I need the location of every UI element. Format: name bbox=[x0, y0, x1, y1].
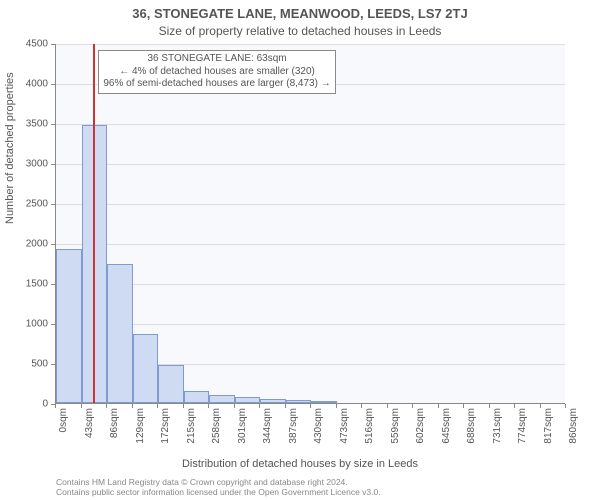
y-tick-mark bbox=[51, 44, 55, 45]
x-tick-mark bbox=[106, 404, 107, 408]
x-tick-mark bbox=[565, 404, 566, 408]
footer-attribution: Contains HM Land Registry data © Crown c… bbox=[56, 478, 590, 498]
histogram-bar bbox=[235, 397, 261, 403]
x-tick-label: 516sqm bbox=[364, 408, 375, 444]
y-tick-label: 3000 bbox=[8, 159, 48, 170]
x-tick-mark bbox=[234, 404, 235, 408]
histogram-bar bbox=[286, 400, 312, 403]
x-tick-label: 645sqm bbox=[441, 408, 452, 444]
histogram-bar bbox=[209, 395, 235, 403]
x-tick-mark bbox=[157, 404, 158, 408]
x-tick-label: 301sqm bbox=[237, 408, 248, 444]
y-tick-mark bbox=[51, 124, 55, 125]
y-gridline bbox=[56, 124, 565, 125]
annotation-line: ← 4% of detached houses are smaller (320… bbox=[103, 66, 330, 79]
x-tick-mark bbox=[514, 404, 515, 408]
x-tick-mark bbox=[540, 404, 541, 408]
x-tick-label: 473sqm bbox=[339, 408, 350, 444]
x-tick-label: 602sqm bbox=[415, 408, 426, 444]
x-tick-mark bbox=[412, 404, 413, 408]
histogram-bar bbox=[107, 264, 133, 403]
histogram-bar bbox=[260, 399, 286, 403]
y-tick-mark bbox=[51, 204, 55, 205]
histogram-bar bbox=[56, 249, 82, 403]
y-tick-mark bbox=[51, 324, 55, 325]
x-axis-label: Distribution of detached houses by size … bbox=[0, 458, 600, 470]
x-tick-label: 0sqm bbox=[58, 408, 69, 432]
y-tick-mark bbox=[51, 164, 55, 165]
title-address: 36, STONEGATE LANE, MEANWOOD, LEEDS, LS7… bbox=[0, 6, 600, 21]
histogram-bar bbox=[311, 401, 337, 403]
x-tick-mark bbox=[285, 404, 286, 408]
y-tick-label: 2500 bbox=[8, 199, 48, 210]
y-tick-label: 4500 bbox=[8, 39, 48, 50]
x-tick-mark bbox=[55, 404, 56, 408]
x-tick-label: 817sqm bbox=[543, 408, 554, 444]
x-tick-label: 43sqm bbox=[84, 408, 95, 438]
x-tick-label: 559sqm bbox=[390, 408, 401, 444]
x-tick-mark bbox=[489, 404, 490, 408]
footer-line-2: Contains public sector information licen… bbox=[56, 488, 590, 498]
y-gridline bbox=[56, 44, 565, 45]
y-tick-label: 0 bbox=[8, 399, 48, 410]
x-tick-mark bbox=[361, 404, 362, 408]
x-tick-mark bbox=[259, 404, 260, 408]
x-tick-label: 344sqm bbox=[262, 408, 273, 444]
x-tick-label: 258sqm bbox=[211, 408, 222, 444]
x-tick-label: 774sqm bbox=[517, 408, 528, 444]
x-tick-label: 387sqm bbox=[288, 408, 299, 444]
marker-line bbox=[93, 44, 95, 403]
x-tick-label: 86sqm bbox=[109, 408, 120, 438]
y-gridline bbox=[56, 164, 565, 165]
title-subtitle: Size of property relative to detached ho… bbox=[0, 24, 600, 38]
y-tick-mark bbox=[51, 364, 55, 365]
x-tick-label: 430sqm bbox=[313, 408, 324, 444]
x-tick-label: 860sqm bbox=[568, 408, 579, 444]
plot-area: 36 STONEGATE LANE: 63sqm← 4% of detached… bbox=[55, 44, 565, 404]
x-tick-mark bbox=[310, 404, 311, 408]
annotation-line: 96% of semi-detached houses are larger (… bbox=[103, 78, 330, 91]
x-tick-mark bbox=[438, 404, 439, 408]
x-tick-mark bbox=[132, 404, 133, 408]
histogram-bar bbox=[158, 365, 184, 403]
x-tick-mark bbox=[463, 404, 464, 408]
x-tick-mark bbox=[183, 404, 184, 408]
y-tick-label: 1500 bbox=[8, 279, 48, 290]
annotation-line: 36 STONEGATE LANE: 63sqm bbox=[103, 53, 330, 66]
chart-container: 36, STONEGATE LANE, MEANWOOD, LEEDS, LS7… bbox=[0, 0, 600, 500]
y-gridline bbox=[56, 204, 565, 205]
y-tick-label: 1000 bbox=[8, 319, 48, 330]
x-tick-label: 215sqm bbox=[186, 408, 197, 444]
histogram-bar bbox=[133, 334, 159, 403]
y-tick-label: 2000 bbox=[8, 239, 48, 250]
y-gridline bbox=[56, 244, 565, 245]
x-tick-mark bbox=[208, 404, 209, 408]
x-tick-label: 731sqm bbox=[492, 408, 503, 444]
y-tick-label: 4000 bbox=[8, 79, 48, 90]
x-tick-label: 688sqm bbox=[466, 408, 477, 444]
y-tick-mark bbox=[51, 244, 55, 245]
histogram-bar bbox=[184, 391, 210, 403]
x-tick-mark bbox=[81, 404, 82, 408]
x-tick-mark bbox=[336, 404, 337, 408]
x-tick-label: 129sqm bbox=[135, 408, 146, 444]
y-tick-label: 3500 bbox=[8, 119, 48, 130]
x-tick-label: 172sqm bbox=[160, 408, 171, 444]
annotation-box: 36 STONEGATE LANE: 63sqm← 4% of detached… bbox=[98, 50, 335, 94]
x-tick-mark bbox=[387, 404, 388, 408]
y-tick-label: 500 bbox=[8, 359, 48, 370]
y-tick-mark bbox=[51, 84, 55, 85]
y-tick-mark bbox=[51, 284, 55, 285]
